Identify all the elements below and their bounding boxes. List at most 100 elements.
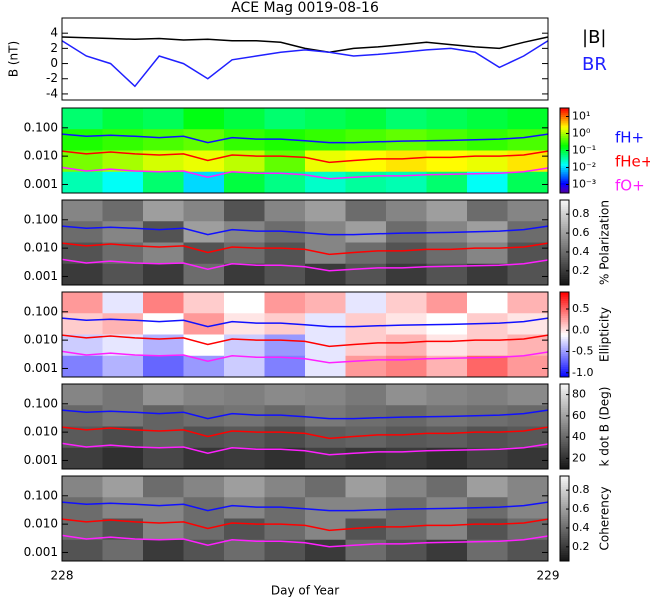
heat-cell [62,334,103,357]
colorbar-step [560,302,569,306]
heat-cell [467,150,508,173]
heat-cell [224,108,265,130]
heat-cell [183,263,225,286]
colorbar-step [560,362,569,365]
colorbar-step [560,522,569,526]
colorbar-step [560,173,569,177]
heat-cell [467,355,508,378]
plot-frame [61,107,549,194]
heat-cell [507,108,549,130]
heat-cell [386,384,427,406]
colorbar-step [560,516,569,519]
colorbar-step [560,368,569,372]
colorbar-step [560,184,569,188]
colorbar-label: Coherency [598,486,612,550]
colorbar-tick-label: 40 [572,430,586,443]
heat-cell [467,263,508,286]
colorbar-step [560,413,569,417]
y-tick-label: 0.010 [24,241,58,255]
chart-title: ACE Mag 0019-08-16 [231,0,379,16]
heat-cell [62,263,103,286]
colorbar-step [560,364,569,367]
heat-cell [224,171,265,194]
series-line [61,518,549,532]
heat-cell [467,171,508,194]
colorbar-step [560,236,569,239]
colorbar-step [560,484,569,488]
heat-cell [386,292,427,314]
y-tick-label: -2 [46,71,58,85]
heat-cell [143,242,184,265]
heat-cell [264,292,306,314]
colorbar-step [560,122,569,126]
colorbar-step [560,210,569,214]
colorbar-step [560,150,569,154]
legend-entry: fH+ [615,129,644,147]
colorbar-step [560,165,569,168]
heat-cell [62,292,103,314]
colorbar-step [560,435,569,438]
colorbar-step [560,112,569,115]
series-line [61,350,549,364]
heat-cell [143,221,184,243]
heat-cell [183,384,225,406]
heat-cell [467,447,508,470]
heat-cell [345,405,387,427]
heat-cell [345,108,387,130]
colorbar-step [560,238,569,241]
colorbar-step [560,476,569,479]
colorbar-step [560,176,569,179]
heat-cell [62,129,103,151]
heat-cell [143,405,184,427]
heat-cell [224,518,265,541]
colorbar-step [560,462,569,466]
heat-cell [264,242,306,265]
heat-cell [426,150,468,173]
heat-cell [102,171,144,194]
heat-cell [102,242,144,265]
colorbar-step [560,263,569,267]
colorbar-step [560,326,569,329]
colorbar-step [560,272,569,275]
heat-cell [183,150,225,173]
colorbar-step [560,240,569,243]
colorbar-step [560,129,569,132]
colorbar-step [560,282,569,286]
colorbar-step [560,422,569,425]
heat-cell [507,476,549,498]
colorbar-step [560,182,569,185]
heat-cell [426,355,468,378]
colorbar-step [560,257,569,260]
heat-cell [102,518,144,541]
heat-cell [507,221,549,243]
heat-cell [62,242,103,265]
colorbar-step [560,118,569,122]
heat-cell [143,200,184,222]
series-line [61,426,549,440]
colorbar-step [560,227,569,231]
plot-frame [61,199,549,286]
colorbar-step [560,415,569,419]
plot-frame [61,291,549,378]
colorbar-tick-label: 10⁻² [572,161,596,174]
colorbar-step [560,202,569,205]
colorbar-step [560,253,569,256]
colorbar-step [560,208,569,212]
colorbar-step [560,405,569,408]
colorbar-tick-label: 10⁻¹ [572,144,596,157]
heat-cell [386,221,427,243]
colorbar-step [560,328,569,331]
heat-cell [102,150,144,173]
heat-cell [386,539,427,562]
heat-cell [102,263,144,286]
colorbar-step [560,482,569,485]
colorbar-step [560,186,569,190]
y-tick-label: 2 [50,41,58,55]
heat-cell [507,313,549,335]
heat-cell [102,497,144,519]
colorbar-step [560,552,569,556]
colorbar-step [560,443,569,447]
colorbar-tick-label: 20 [572,451,586,464]
y-tick-label: 0.010 [24,333,58,347]
heat-cell [183,171,225,194]
